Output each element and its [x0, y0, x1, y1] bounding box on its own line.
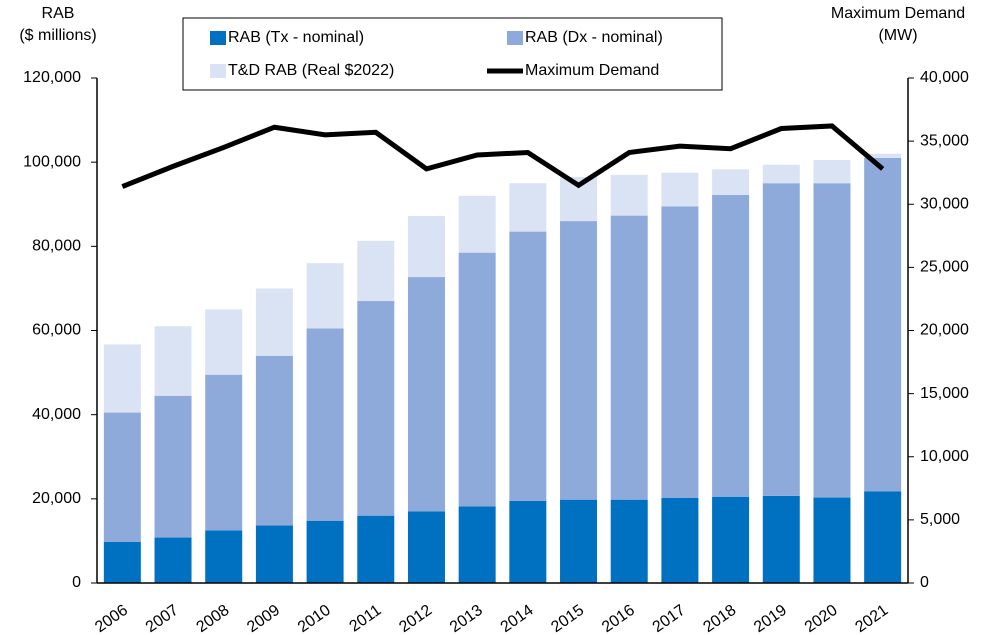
- bar-segment: [103, 344, 141, 413]
- x-tick-label: 2008: [194, 602, 233, 635]
- y-tick-label: 80,000: [32, 238, 81, 255]
- bar-segment: [610, 215, 648, 500]
- bar-segment: [458, 195, 496, 253]
- y-tick-label: 0: [72, 574, 81, 591]
- x-tick-label: 2015: [548, 602, 587, 635]
- bar-segment: [255, 525, 293, 583]
- bar-segment: [712, 194, 750, 497]
- y-tick-label: 100,000: [23, 153, 81, 170]
- bar-segment: [661, 206, 699, 498]
- bar-segment: [103, 412, 141, 542]
- bar-segment: [864, 153, 902, 158]
- y2-tick-label: 5,000: [920, 511, 960, 528]
- x-tick-label: 2017: [650, 602, 689, 635]
- x-tick-label: 2006: [92, 602, 131, 635]
- bar-segment: [560, 221, 598, 500]
- x-tick-label: 2021: [852, 602, 891, 635]
- bar-segment: [357, 515, 395, 583]
- legend-swatch: [210, 64, 226, 78]
- bar-segment: [813, 183, 851, 498]
- bar-segment: [357, 301, 395, 516]
- x-tick-label: 2012: [396, 602, 435, 635]
- bar-segment: [407, 511, 445, 583]
- legend-label: RAB (Tx - nominal): [228, 29, 364, 46]
- y2-axis-label: Maximum Demand: [831, 5, 965, 22]
- bar-segment: [306, 328, 344, 521]
- y2-tick-label: 0: [920, 574, 929, 591]
- bar-segment: [864, 157, 902, 492]
- x-tick-label: 2007: [143, 602, 182, 635]
- bar-segment: [509, 183, 547, 232]
- bar-segment: [509, 500, 547, 583]
- bar-segment: [255, 355, 293, 526]
- bar-segment: [205, 530, 243, 583]
- x-tick-label: 2013: [447, 602, 486, 635]
- x-tick-label: 2009: [244, 602, 283, 635]
- y2-tick-label: 20,000: [920, 322, 969, 339]
- bar-segment: [458, 506, 496, 583]
- y2-axis-label: (MW): [878, 27, 917, 44]
- bar-segment: [762, 495, 800, 583]
- x-tick-label: 2020: [802, 602, 841, 635]
- x-tick-label: 2019: [751, 602, 790, 635]
- y2-tick-label: 25,000: [920, 259, 969, 276]
- bar-segment: [712, 169, 750, 195]
- line-series: [121, 123, 885, 189]
- y-tick-label: 60,000: [32, 322, 81, 339]
- y-axis-label: RAB: [42, 5, 75, 22]
- legend-label: RAB (Dx - nominal): [525, 29, 663, 46]
- bar-segment: [205, 374, 243, 531]
- bar-segment: [205, 309, 243, 375]
- legend-box: [182, 17, 723, 91]
- x-tick-label: 2011: [347, 602, 385, 635]
- bar-segment: [762, 183, 800, 496]
- y-tick-label: 120,000: [23, 69, 81, 86]
- bar-segment: [103, 541, 141, 583]
- x-tick-label: 2018: [700, 602, 739, 635]
- bar-segment: [762, 164, 800, 184]
- bar-segment: [560, 499, 598, 583]
- bar-segment: [813, 497, 851, 583]
- bar-segment: [661, 497, 699, 583]
- bar-segment: [407, 216, 445, 278]
- bar-segment: [154, 326, 192, 396]
- bar-segment: [357, 240, 395, 302]
- bar-segment: [610, 499, 648, 583]
- legend-swatch: [210, 31, 226, 45]
- y2-tick-label: 15,000: [920, 385, 969, 402]
- bar-segment: [154, 395, 192, 538]
- legend-label: T&D RAB (Real $2022): [228, 62, 394, 79]
- bar-segment: [154, 537, 192, 583]
- x-tick-label: 2016: [599, 602, 638, 635]
- x-tick-label: 2010: [295, 602, 334, 635]
- bar-segment: [255, 288, 293, 356]
- bar-segment: [509, 231, 547, 501]
- y2-tick-label: 10,000: [920, 448, 969, 465]
- bar-segment: [661, 172, 699, 207]
- legend-label: Maximum Demand: [525, 62, 659, 79]
- bar-segment: [306, 263, 344, 329]
- bar-segment: [712, 496, 750, 583]
- y-axis-label: ($ millions): [19, 27, 96, 44]
- bar-segment: [813, 160, 851, 184]
- y2-tick-label: 30,000: [920, 195, 969, 212]
- bar-segment: [407, 277, 445, 512]
- x-tick-label: 2014: [498, 602, 537, 635]
- bar-segment: [458, 252, 496, 507]
- bar-segment: [610, 174, 648, 216]
- y-tick-label: 20,000: [32, 490, 81, 507]
- y2-tick-label: 35,000: [920, 132, 969, 149]
- y-tick-label: 40,000: [32, 406, 81, 423]
- y2-tick-label: 40,000: [920, 69, 969, 86]
- bar-segment: [864, 491, 902, 583]
- bar-segment: [306, 520, 344, 583]
- legend-swatch: [507, 31, 523, 45]
